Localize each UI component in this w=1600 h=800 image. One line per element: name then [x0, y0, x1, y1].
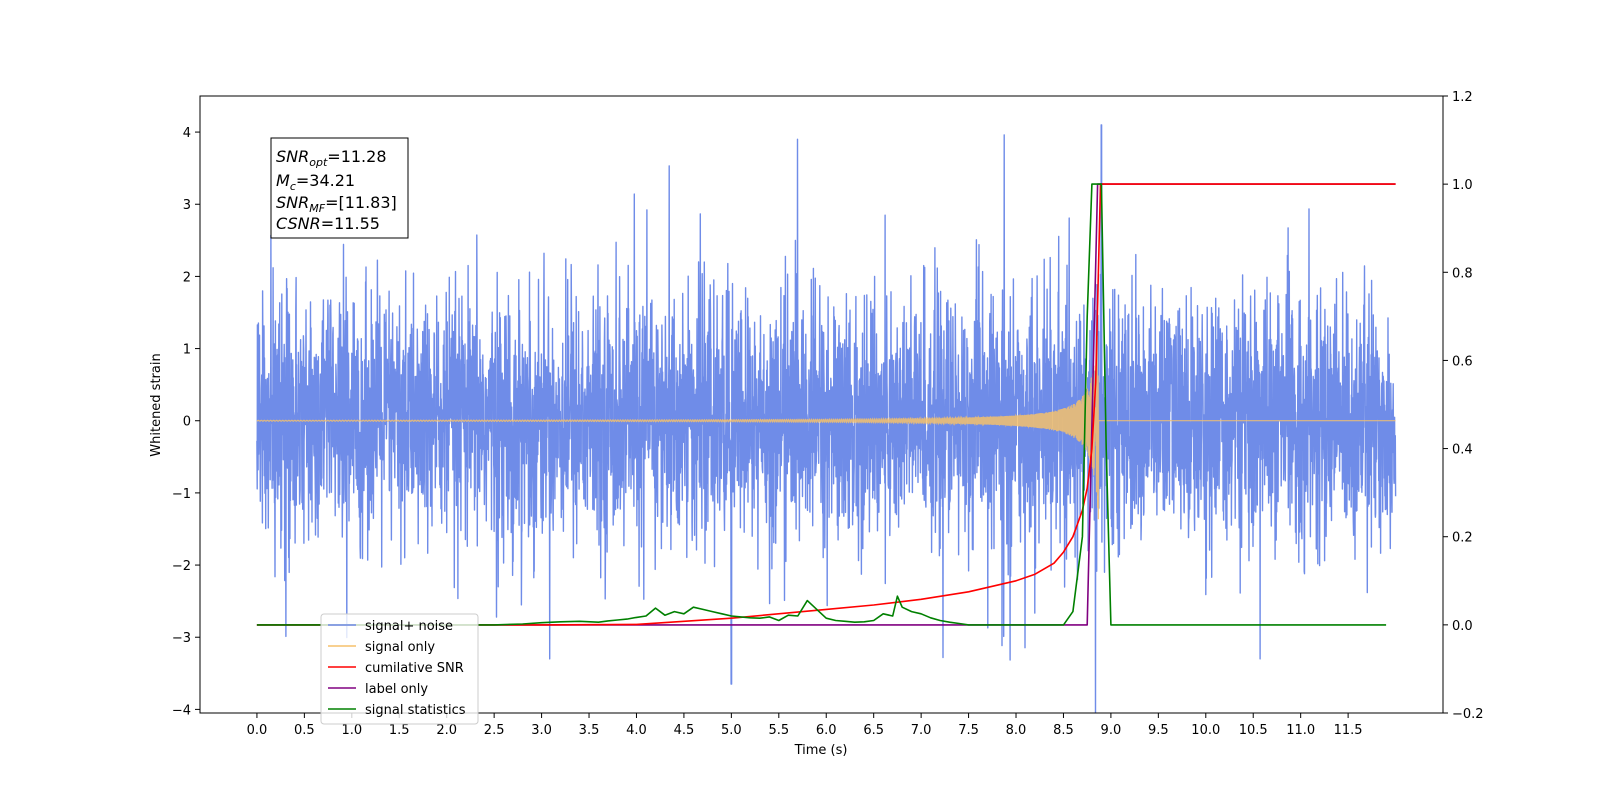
x-tick-label: 3.5 — [579, 723, 600, 738]
info-box: SNRopt=11.28 Mc=34.21 SNRMF=[11.83] CSNR… — [270, 137, 409, 239]
y-tick-label: −1 — [172, 487, 191, 502]
info-chirp-mass: Mc=34.21 — [276, 171, 355, 193]
x-tick-label: 4.5 — [674, 723, 695, 738]
y-tick-label: −2 — [172, 559, 191, 574]
series-cumulative-snr — [256, 183, 1396, 626]
x-tick-label: 4.0 — [626, 723, 647, 738]
x-tick-label: 5.5 — [768, 723, 789, 738]
legend-label-label-only: label only — [365, 682, 428, 697]
x-tick-label: 2.5 — [484, 723, 505, 738]
x-tick-label: 8.5 — [1053, 723, 1074, 738]
x-tick-label: 0.0 — [247, 723, 268, 738]
legend: signal+ noise signal only cumilative SNR… — [320, 613, 479, 725]
y2-tick-label: 1.0 — [1452, 178, 1473, 193]
y2-tick-label: 1.2 — [1452, 90, 1473, 105]
y-axis-left: −4 −3 −2 −1 0 1 2 3 4 — [172, 126, 200, 718]
y2-tick-label: 0.2 — [1452, 531, 1473, 546]
x-tick-label: 2.0 — [436, 723, 457, 738]
y-tick-label: 2 — [183, 270, 191, 285]
y2-tick-label: −0.2 — [1452, 707, 1484, 722]
x-tick-label: 0.5 — [294, 723, 315, 738]
x-tick-label: 7.5 — [958, 723, 979, 738]
x-tick-label: 1.5 — [389, 723, 410, 738]
y2-tick-label: 0.0 — [1452, 619, 1473, 634]
series-signal-noise — [256, 124, 1397, 713]
legend-label-signal-noise: signal+ noise — [365, 619, 453, 634]
x-tick-label: 6.0 — [816, 723, 837, 738]
x-tick-label: 5.0 — [721, 723, 742, 738]
y-tick-label: 4 — [183, 126, 191, 141]
y-axis-right: −0.2 0.0 0.2 0.4 0.6 0.8 1.0 1.2 — [1443, 90, 1484, 722]
x-tick-label: 3.0 — [531, 723, 552, 738]
x-tick-label: 1.0 — [341, 723, 362, 738]
y-axis-label: Whitened strain — [149, 353, 164, 456]
y2-tick-label: 0.4 — [1452, 443, 1473, 458]
x-axis: 0.0 0.5 1.0 1.5 2.0 2.5 3.0 3.5 4.0 4.5 5.0 5.5 6.0 6… — [247, 713, 1363, 738]
plot-area — [256, 124, 1397, 713]
x-tick-label: 9.0 — [1101, 723, 1122, 738]
x-tick-label: 7.0 — [911, 723, 932, 738]
x-tick-label: 10.5 — [1239, 723, 1268, 738]
info-snr-opt: SNRopt=11.28 — [276, 147, 387, 169]
y2-tick-label: 0.6 — [1452, 354, 1473, 369]
y-tick-label: 1 — [183, 343, 191, 358]
legend-frame — [320, 613, 479, 725]
legend-label-cumulative-snr: cumilative SNR — [365, 661, 464, 676]
info-csnr: CSNR=11.55 — [276, 214, 380, 233]
series-signal-only — [256, 335, 1396, 520]
y-tick-label: −3 — [172, 631, 191, 646]
legend-label-signal-statistics: signal statistics — [365, 703, 466, 718]
series-signal-statistics — [256, 183, 1387, 626]
x-tick-label: 6.5 — [863, 723, 884, 738]
x-tick-label: 9.5 — [1148, 723, 1169, 738]
plot-frame — [199, 95, 1444, 714]
x-tick-label: 11.5 — [1334, 723, 1363, 738]
y-tick-label: 3 — [183, 198, 191, 213]
info-box-frame — [270, 137, 409, 239]
y-tick-label: −4 — [172, 703, 191, 718]
info-snr-mf: SNRMF=[11.83] — [276, 193, 397, 215]
y2-tick-label: 0.8 — [1452, 266, 1473, 281]
y-tick-label: 0 — [183, 415, 191, 430]
x-tick-label: 8.0 — [1006, 723, 1027, 738]
x-axis-label: Time (s) — [794, 743, 848, 758]
x-tick-label: 11.0 — [1286, 723, 1315, 738]
x-tick-label: 10.0 — [1191, 723, 1220, 738]
legend-label-signal-only: signal only — [365, 640, 435, 655]
